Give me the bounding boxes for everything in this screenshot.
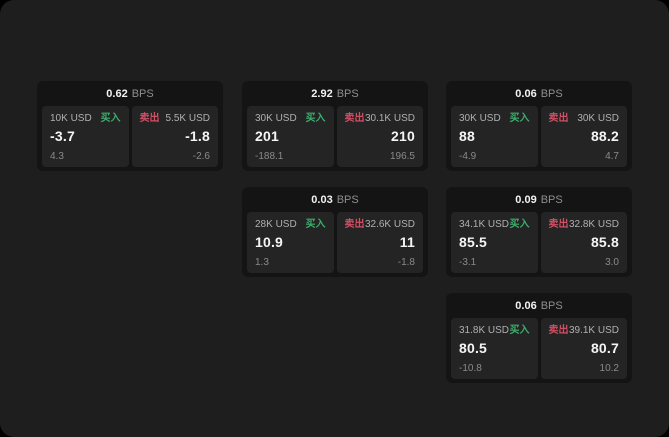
buy-price: -3.7 xyxy=(50,128,75,144)
bps-unit-label: BPS xyxy=(131,87,154,100)
card-header: 0.03 BPS xyxy=(242,187,428,212)
buy-price: 85.5 xyxy=(459,234,488,250)
sell-side-label: 卖出 xyxy=(139,113,160,124)
quote-panels: 30K USD 买入 88 -4.9 卖出 30K USD 88.2 4.7 xyxy=(446,106,632,167)
buy-side-label: 买入 xyxy=(100,113,121,124)
bps-unit-label: BPS xyxy=(540,193,563,206)
quote-card-5: 0.09 BPS 34.1K USD 买入 85.5 -3.1 卖出 32.8K… xyxy=(446,187,632,277)
buy-price: 80.5 xyxy=(459,340,488,356)
quote-panels: 28K USD 买入 10.9 1.3 卖出 32.6K USD 11 -1.8 xyxy=(242,212,428,273)
quote-card-6: 0.06 BPS 31.8K USD 买入 80.5 -10.8 卖出 39.1… xyxy=(446,293,632,383)
quote-card-2: 2.92 BPS 30K USD 买入 201 -188.1 卖出 30.1K … xyxy=(242,81,428,171)
buy-price: 10.9 xyxy=(255,234,284,250)
buy-sub-value: 1.3 xyxy=(255,257,269,268)
bps-unit-label: BPS xyxy=(336,87,359,100)
bps-value: 0.03 xyxy=(311,193,333,206)
sell-sub-value: -1.8 xyxy=(397,257,415,268)
buy-amount: 10K USD xyxy=(50,113,92,124)
quote-panels: 31.8K USD 买入 80.5 -10.8 卖出 39.1K USD 80.… xyxy=(446,318,632,379)
buy-panel[interactable]: 34.1K USD 买入 85.5 -3.1 xyxy=(451,212,538,273)
sell-sub-value: 3.0 xyxy=(605,257,619,268)
sell-sub-value: 10.2 xyxy=(599,363,619,374)
buy-panel[interactable]: 31.8K USD 买入 80.5 -10.8 xyxy=(451,318,538,379)
bps-value: 2.92 xyxy=(311,87,333,100)
buy-amount: 34.1K USD xyxy=(459,219,510,230)
sell-panel[interactable]: 卖出 30K USD 88.2 4.7 xyxy=(540,106,627,167)
buy-side-label: 买入 xyxy=(509,219,530,230)
buy-panel[interactable]: 30K USD 买入 88 -4.9 xyxy=(451,106,538,167)
sell-panel[interactable]: 卖出 32.6K USD 11 -1.8 xyxy=(336,212,423,273)
sell-side-label: 卖出 xyxy=(344,113,365,124)
buy-amount: 31.8K USD xyxy=(459,325,510,336)
quote-panels: 34.1K USD 买入 85.5 -3.1 卖出 32.8K USD 85.8… xyxy=(446,212,632,273)
buy-amount: 28K USD xyxy=(255,219,297,230)
buy-side-label: 买入 xyxy=(509,325,530,336)
buy-side-label: 买入 xyxy=(305,113,326,124)
buy-sub-value: -4.9 xyxy=(459,151,477,162)
sell-amount: 30.1K USD xyxy=(364,113,415,124)
quote-card-3: 0.06 BPS 30K USD 买入 88 -4.9 卖出 30K USD 8… xyxy=(446,81,632,171)
sell-price: 11 xyxy=(399,234,415,250)
sell-amount: 32.6K USD xyxy=(364,219,415,230)
buy-sub-value: -10.8 xyxy=(459,363,482,374)
sell-amount: 32.8K USD xyxy=(568,219,619,230)
card-header: 0.06 BPS xyxy=(446,81,632,106)
sell-panel[interactable]: 卖出 32.8K USD 85.8 3.0 xyxy=(540,212,627,273)
buy-price: 88 xyxy=(459,128,475,144)
bps-unit-label: BPS xyxy=(540,299,563,312)
sell-price: -1.8 xyxy=(185,128,210,144)
sell-price: 210 xyxy=(391,128,415,144)
sell-sub-value: 4.7 xyxy=(605,151,619,162)
sell-panel[interactable]: 卖出 5.5K USD -1.8 -2.6 xyxy=(131,106,218,167)
sell-panel[interactable]: 卖出 30.1K USD 210 196.5 xyxy=(336,106,423,167)
sell-side-label: 卖出 xyxy=(548,113,569,124)
buy-sub-value: -188.1 xyxy=(255,151,284,162)
sell-side-label: 卖出 xyxy=(548,219,569,230)
sell-panel[interactable]: 卖出 39.1K USD 80.7 10.2 xyxy=(540,318,627,379)
buy-sub-value: 4.3 xyxy=(50,151,64,162)
buy-sub-value: -3.1 xyxy=(459,257,477,268)
quote-card-4: 0.03 BPS 28K USD 买入 10.9 1.3 卖出 32.6K US… xyxy=(242,187,428,277)
buy-panel[interactable]: 10K USD 买入 -3.7 4.3 xyxy=(42,106,129,167)
bps-value: 0.09 xyxy=(515,193,537,206)
bps-value: 0.62 xyxy=(106,87,128,100)
buy-side-label: 买入 xyxy=(305,219,326,230)
quote-panels: 30K USD 买入 201 -188.1 卖出 30.1K USD 210 1… xyxy=(242,106,428,167)
sell-sub-value: 196.5 xyxy=(389,151,415,162)
sell-price: 80.7 xyxy=(590,340,619,356)
card-header: 0.09 BPS xyxy=(446,187,632,212)
sell-side-label: 卖出 xyxy=(344,219,365,230)
quote-panels: 10K USD 买入 -3.7 4.3 卖出 5.5K USD -1.8 -2.… xyxy=(37,106,223,167)
bps-value: 0.06 xyxy=(515,299,537,312)
sell-amount: 39.1K USD xyxy=(568,325,619,336)
quote-card-1: 0.62 BPS 10K USD 买入 -3.7 4.3 卖出 5.5K USD… xyxy=(37,81,223,171)
sell-amount: 30K USD xyxy=(577,113,619,124)
buy-side-label: 买入 xyxy=(509,113,530,124)
sell-price: 88.2 xyxy=(590,128,619,144)
bps-unit-label: BPS xyxy=(540,87,563,100)
buy-amount: 30K USD xyxy=(255,113,297,124)
card-header: 0.62 BPS xyxy=(37,81,223,106)
sell-sub-value: -2.6 xyxy=(192,151,210,162)
buy-price: 201 xyxy=(255,128,279,144)
buy-panel[interactable]: 28K USD 买入 10.9 1.3 xyxy=(247,212,334,273)
bps-unit-label: BPS xyxy=(336,193,359,206)
buy-panel[interactable]: 30K USD 买入 201 -188.1 xyxy=(247,106,334,167)
sell-side-label: 卖出 xyxy=(548,325,569,336)
sell-price: 85.8 xyxy=(590,234,619,250)
bps-value: 0.06 xyxy=(515,87,537,100)
card-header: 0.06 BPS xyxy=(446,293,632,318)
card-header: 2.92 BPS xyxy=(242,81,428,106)
sell-amount: 5.5K USD xyxy=(165,113,210,124)
buy-amount: 30K USD xyxy=(459,113,501,124)
